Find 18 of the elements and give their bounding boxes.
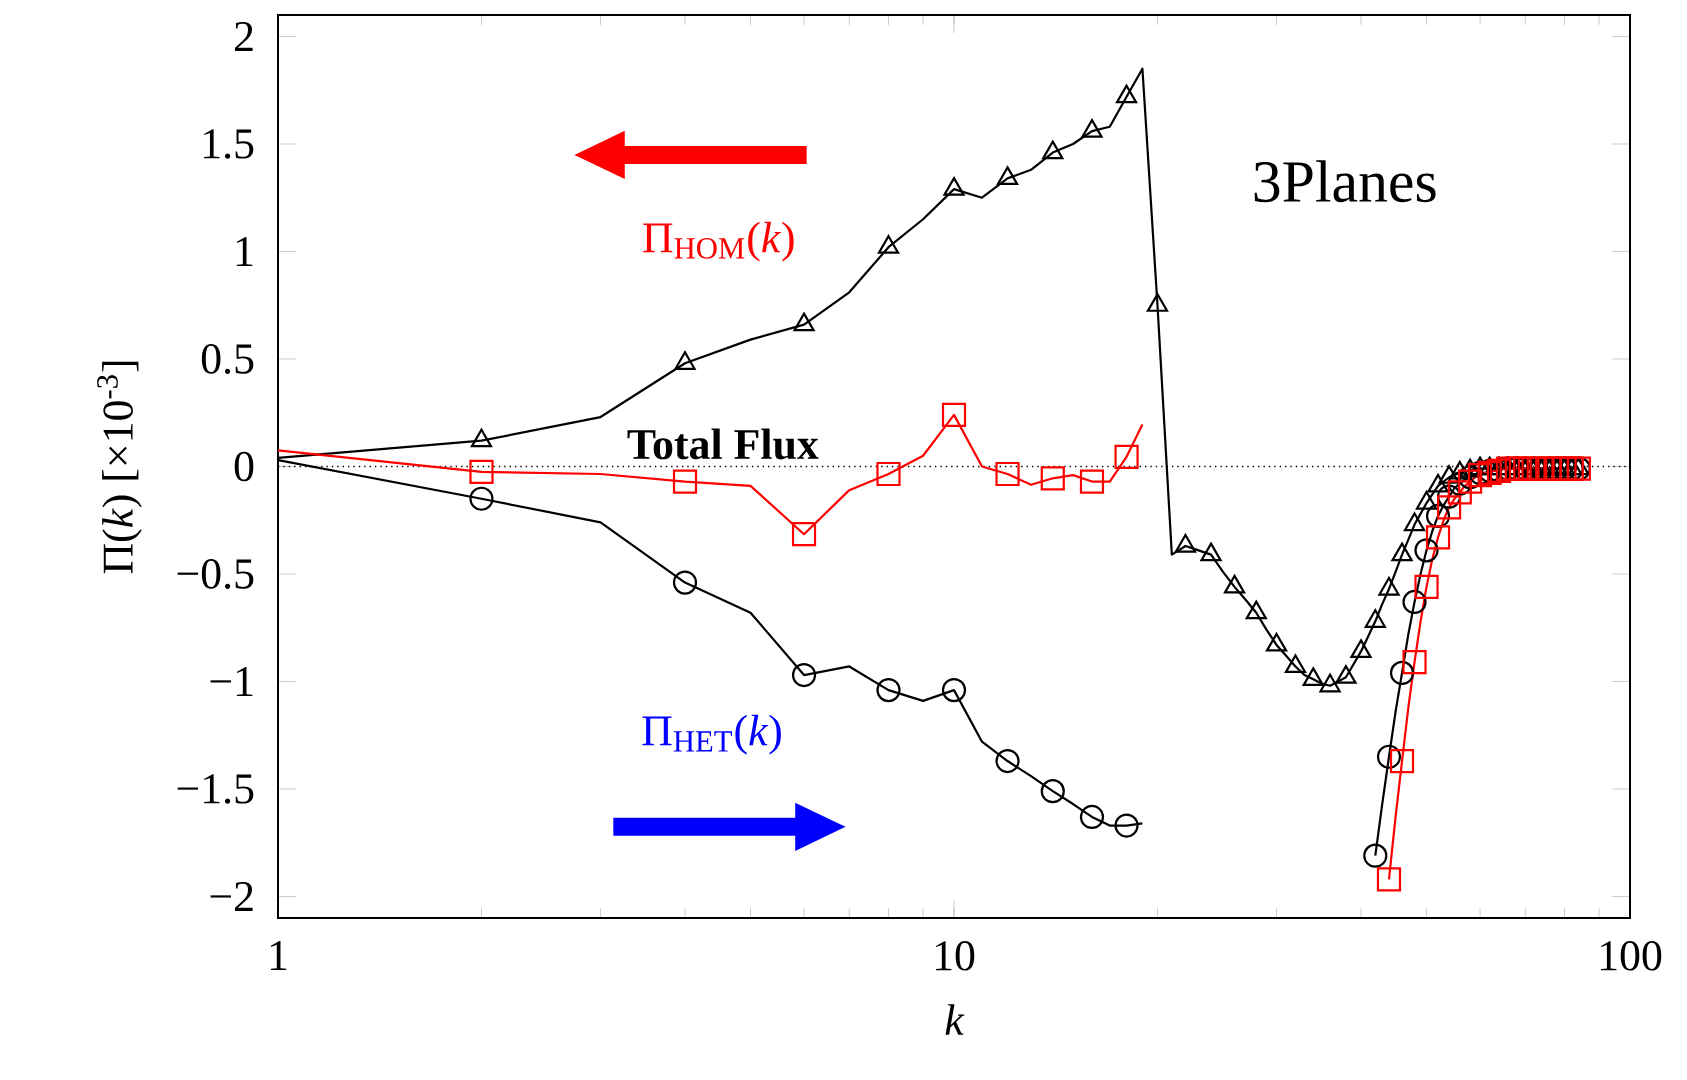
y-tick-label: 0.5	[201, 344, 254, 374]
annotation: Π$_{HOM}$(k)	[643, 221, 794, 262]
y-tick-label: −2	[210, 881, 253, 912]
y-tick-label: 2	[235, 21, 253, 52]
annotation: Total Flux	[627, 428, 819, 460]
annotation: 3Planes	[1254, 160, 1436, 203]
y-tick-label: −1.5	[177, 774, 254, 804]
y-tick-label: 1.5	[204, 129, 254, 159]
x-tick-label: 100	[1600, 941, 1662, 971]
y-axis-title: Π(k) [×10$^{-3}$]	[97, 361, 142, 574]
x-axis-title: k	[945, 1004, 965, 1035]
x-tick-label: 1	[270, 941, 287, 970]
y-tick-label: −0.5	[177, 559, 254, 589]
annotation: Π$_{HET}$(k)	[642, 714, 781, 755]
y-tick-label: 0	[234, 451, 254, 482]
x-tick-label: 10	[935, 941, 975, 971]
y-tick-label: −1	[210, 667, 253, 696]
y-tick-label: 1	[236, 237, 253, 266]
